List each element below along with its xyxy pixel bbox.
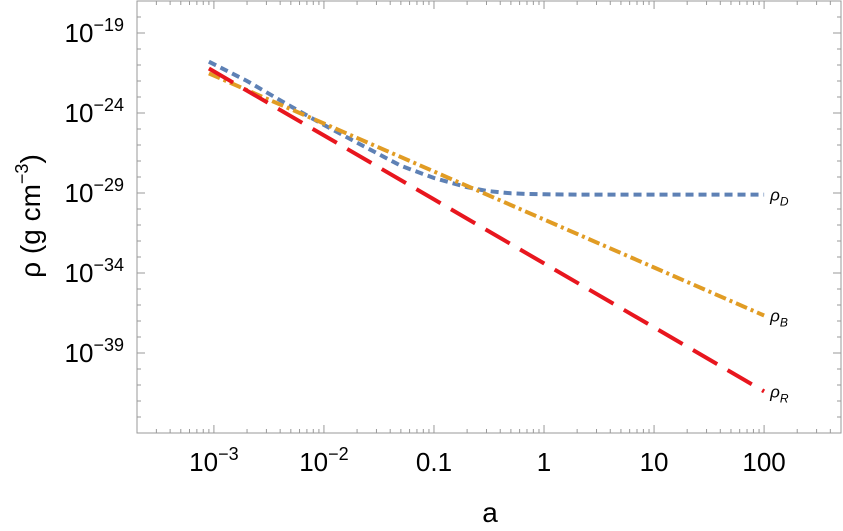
x-axis-tick-labels: 10−3 10−2 0.1 1 10 100 [189, 444, 786, 477]
x-tick-label: 1 [537, 447, 551, 477]
x-tick-label: 0.1 [416, 447, 452, 477]
y-axis-tick-labels: 10−19 10−24 10−29 10−34 10−39 [65, 15, 124, 368]
y-axis-title: ρ (g cm−3) [12, 154, 46, 278]
y-tick-label: 10−24 [65, 95, 124, 128]
y-axis-title-exponent: −3 [12, 164, 32, 185]
series-d-label: ρD [769, 186, 789, 209]
axis-ticks [136, 0, 842, 434]
series-r-label: ρR [769, 382, 789, 405]
y-tick-label: 10−29 [65, 175, 124, 208]
y-tick-label: 10−19 [65, 15, 124, 48]
y-tick-label: 10−39 [65, 335, 124, 368]
series-d-line [207, 59, 765, 197]
plot-frame [136, 0, 842, 434]
y-axis-title-close: ) [15, 154, 46, 163]
x-tick-label: 100 [742, 447, 785, 477]
x-tick-label: 10−3 [189, 444, 238, 477]
x-tick-label: 10 [640, 447, 669, 477]
y-axis-title-main: ρ (g cm [15, 184, 46, 278]
x-tick-label: 10−2 [299, 444, 348, 477]
series-r-line [207, 66, 766, 394]
series-lines [207, 59, 766, 394]
x-axis-title: a [482, 497, 498, 528]
y-tick-label: 10−34 [65, 255, 124, 288]
series-labels: ρD ρB ρR [769, 186, 789, 406]
series-b-line [208, 71, 765, 318]
series-b-label: ρB [769, 307, 788, 330]
